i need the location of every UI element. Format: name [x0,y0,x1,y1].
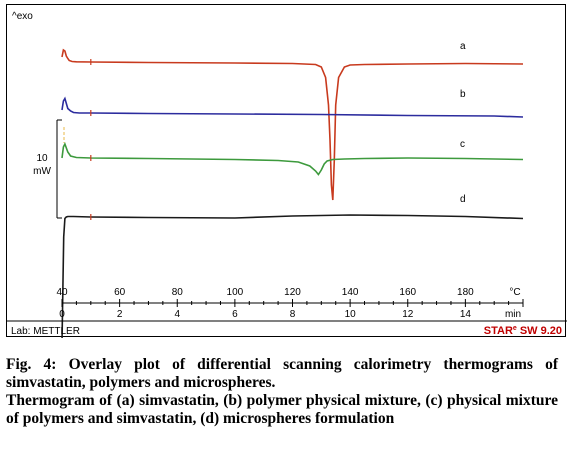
temperature-unit: °C [509,287,520,298]
software-version: SW 9.20 [520,325,562,337]
series-labels: a b c d [460,41,466,205]
software-sup: e [513,325,517,332]
series-d-label: d [460,194,466,205]
temperature-tick-label: 80 [172,287,184,298]
time-tick-label: 10 [345,309,357,320]
scale-value: 10 [36,153,48,164]
scale-unit: mW [33,166,51,177]
caption-description: Thermogram of (a) simvastatin, (b) polym… [6,392,558,427]
figure-caption: Fig. 4: Overlay plot of differential sca… [6,356,558,428]
exo-direction-label: ^exo [12,11,33,22]
series-layer [61,48,524,338]
time-tick-label: 0 [59,309,65,320]
time-tick-label: 6 [232,309,238,320]
temperature-tick-label: 140 [342,287,359,298]
series-c-label: c [460,139,465,150]
time-unit: min [505,309,521,320]
series-a-line [61,48,524,201]
temperature-time-axis: 40 60 80 100 120 140 160 180 °C 0 2 4 6 8 10 12 14 min [56,287,524,320]
software-label: STARe SW 9.20 [484,325,562,337]
temperature-tick-label: 120 [284,287,301,298]
dsc-chart: a b c d 40 60 80 100 120 140 160 180 °C 0 2 4 6 8 10 12 14 m… [7,11,567,338]
lab-label: Lab: METTLER [11,326,80,337]
series-b-label: b [460,89,466,100]
time-tick-label: 12 [402,309,414,320]
series-a-label: a [460,41,466,52]
software-brand: STAR [484,325,513,337]
dsc-chart-frame: a b c d 40 60 80 100 120 140 160 180 °C 0 2 4 6 8 10 12 14 m… [6,4,567,338]
time-tick-label: 14 [460,309,472,320]
time-tick-label: 2 [117,309,123,320]
time-tick-label: 8 [290,309,296,320]
scale-bracket [56,119,65,219]
series-c-line [61,141,524,176]
temperature-tick-label: 100 [227,287,244,298]
time-tick-label: 4 [174,309,180,320]
temperature-tick-label: 180 [457,287,474,298]
temperature-tick-label: 160 [399,287,416,298]
temperature-tick-label: 40 [56,287,68,298]
series-b-line [61,96,524,118]
caption-title: Fig. 4: Overlay plot of differential sca… [6,356,558,391]
temperature-tick-label: 60 [114,287,126,298]
